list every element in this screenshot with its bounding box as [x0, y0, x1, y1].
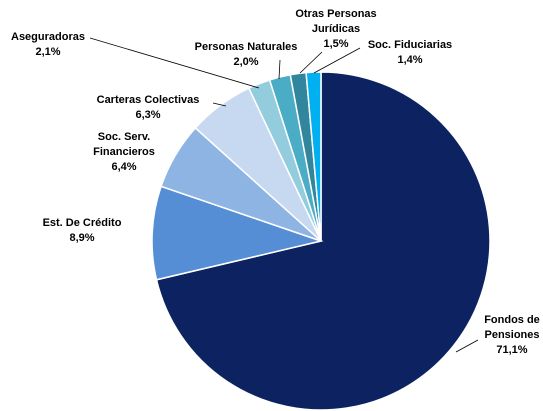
value-label: 2,1% [35, 46, 61, 58]
category-name: Soc. Serv. Financieros [93, 131, 155, 158]
value-label: 6,4% [111, 161, 137, 173]
category-name: Aseguradoras [11, 31, 85, 43]
value-label: 71,1% [496, 344, 528, 356]
leader-line [313, 47, 361, 74]
slice-label: Fondos de Pensiones 71,1% [477, 313, 543, 358]
slice-label: Carteras Colectivas 6,3% [88, 93, 208, 123]
value-label: 2,0% [233, 56, 259, 68]
value-label: 1,5% [323, 38, 349, 50]
slice-label: Soc. Serv. Financieros 6,4% [84, 130, 164, 175]
value-label: 1,4% [397, 54, 423, 66]
leader-line [299, 51, 323, 74]
slice-label: Aseguradoras 2,1% [3, 30, 93, 60]
category-name: Carteras Colectivas [96, 94, 200, 106]
slice-label: Soc. Fiduciarias 1,4% [360, 38, 460, 68]
value-label: 8,9% [69, 232, 95, 244]
category-name: Fondos de Pensiones [484, 314, 540, 341]
slice-label: Otras Personas Jurídicas 1,5% [291, 7, 381, 52]
slice-label: Est. De Crédito 8,9% [27, 216, 137, 246]
leader-line [212, 102, 227, 107]
leader-line [455, 339, 479, 353]
category-name: Est. De Crédito [42, 217, 122, 229]
category-name: Otras Personas Jurídicas [295, 8, 377, 35]
leader-line [278, 59, 281, 80]
pie-slice [305, 71, 322, 242]
pie-slice [151, 185, 324, 281]
category-name: Soc. Fiduciarias [367, 39, 453, 51]
value-label: 6,3% [135, 109, 161, 121]
leader-line [89, 37, 260, 89]
slice-label: Personas Naturales 2,0% [186, 40, 306, 70]
category-name: Personas Naturales [194, 41, 298, 53]
